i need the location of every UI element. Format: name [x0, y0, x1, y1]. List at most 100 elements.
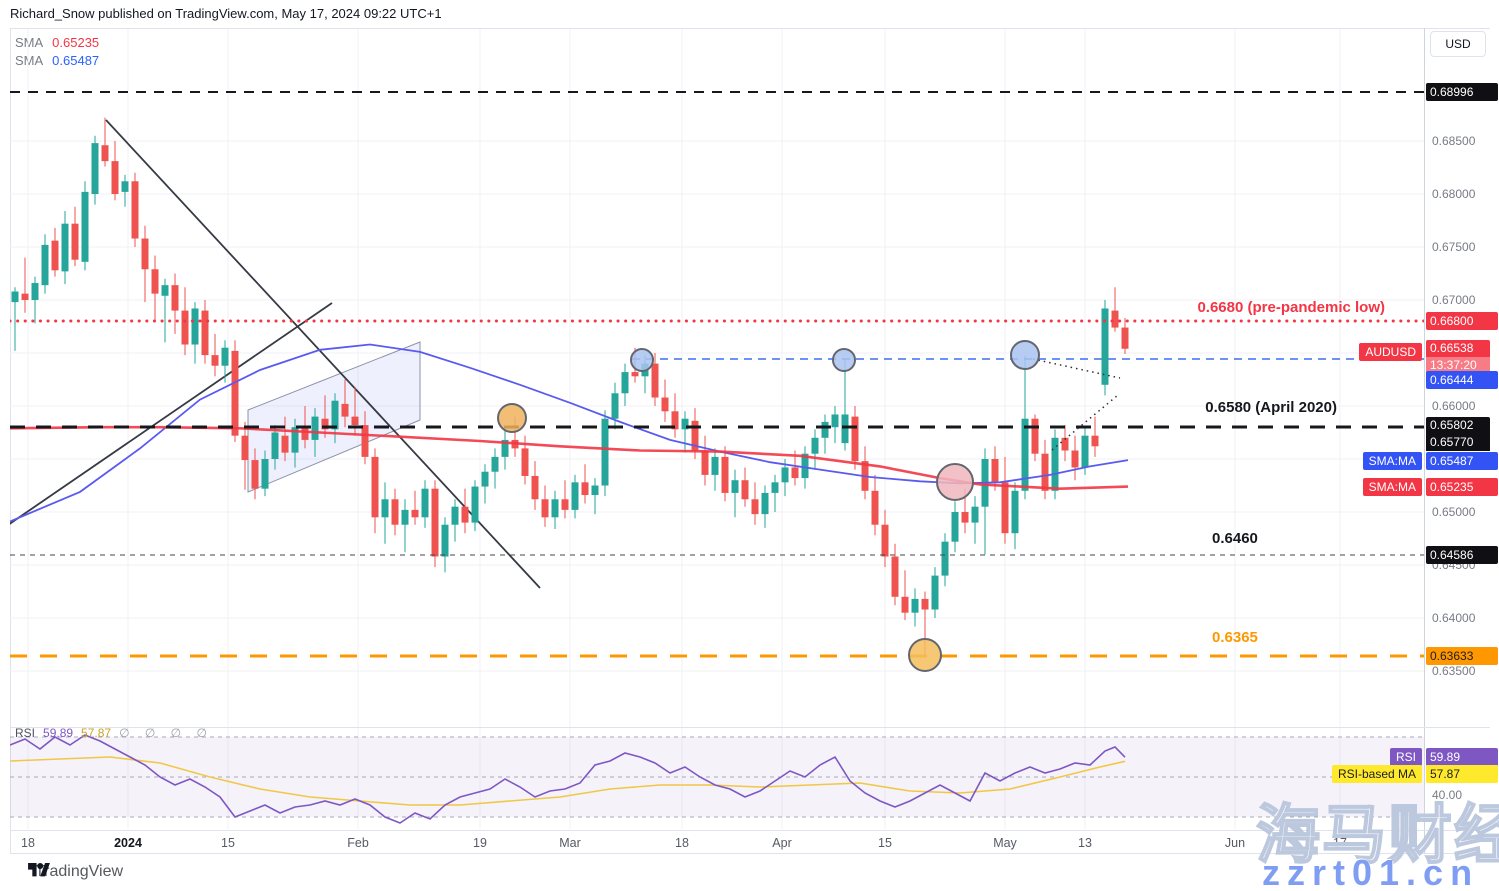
candle-body	[341, 403, 349, 417]
candle	[931, 567, 939, 618]
candle	[581, 464, 589, 504]
candle	[161, 278, 169, 343]
rsi-pane-separator[interactable]	[10, 727, 1490, 728]
candle-body	[161, 285, 169, 296]
candle-body	[191, 308, 199, 345]
ellipse-marker-drawing[interactable]	[1010, 340, 1040, 370]
candle-body	[741, 480, 749, 500]
candle-body	[171, 285, 179, 311]
ellipse-marker-drawing[interactable]	[832, 348, 856, 372]
annotation-april-2020[interactable]: 0.6580 (April 2020)	[1205, 399, 1337, 416]
candle-body	[911, 598, 919, 613]
candle-body	[881, 524, 889, 557]
candle	[591, 478, 599, 515]
candle-body	[891, 556, 899, 597]
rsi-label: RSI	[15, 726, 36, 740]
candle-body	[661, 397, 669, 412]
candle-body	[1071, 450, 1079, 468]
pennant-dotted-line[interactable]	[1032, 358, 1121, 379]
candle	[341, 379, 349, 428]
pane-left-border	[10, 28, 11, 853]
candle	[721, 446, 729, 502]
candle-body	[871, 490, 879, 525]
candle	[731, 469, 739, 518]
candle	[1101, 300, 1109, 396]
candle-body	[1031, 418, 1039, 454]
candle	[211, 333, 219, 377]
candle	[101, 117, 109, 167]
pennant-dotted-line[interactable]	[1051, 394, 1119, 451]
candle-body	[101, 145, 109, 162]
candle	[21, 257, 29, 313]
indicator-legend: SMA 0.65235 SMA 0.65487	[15, 34, 99, 70]
candle-body	[791, 467, 799, 479]
candle	[831, 406, 839, 444]
candle-body	[131, 181, 139, 239]
candle-body	[1111, 310, 1119, 328]
currency-toggle-button[interactable]: USD	[1430, 31, 1486, 57]
ellipse-marker-drawing[interactable]	[497, 403, 527, 433]
candle-body	[601, 418, 609, 486]
candle-body	[1121, 327, 1129, 349]
bottom-border	[10, 853, 1499, 854]
candle	[501, 429, 509, 470]
sma-legend-row-1[interactable]: SMA 0.65235	[15, 34, 99, 51]
price-pane[interactable]	[8, 29, 1424, 727]
candle-body	[851, 416, 859, 462]
candle	[531, 461, 539, 510]
candle-body	[771, 482, 779, 493]
candle-body	[11, 291, 19, 303]
candle-body	[1041, 453, 1049, 491]
annotation-0646[interactable]: 0.6460	[1212, 530, 1258, 547]
candle	[1011, 482, 1019, 550]
candle-body	[531, 475, 539, 500]
candle	[651, 353, 659, 406]
candle-body	[381, 499, 389, 518]
candle-body	[711, 456, 719, 475]
candle-body	[331, 400, 339, 430]
candle-body	[991, 459, 999, 483]
tradingview-attribution[interactable]: TradingView	[28, 863, 123, 881]
candle-body	[91, 143, 99, 194]
candle-body	[391, 499, 399, 525]
candle-body	[721, 456, 729, 493]
rsi-ma-line	[10, 756, 1126, 806]
candle-body	[801, 453, 809, 479]
candle	[571, 474, 579, 519]
candle-body	[831, 414, 839, 428]
candle	[881, 509, 889, 568]
rsi-pane[interactable]	[10, 728, 1424, 829]
candle	[111, 141, 119, 201]
candle	[751, 482, 759, 525]
candle-body	[141, 238, 149, 270]
candle	[321, 395, 329, 438]
candle-body	[401, 509, 409, 525]
candle	[771, 474, 779, 512]
candle	[981, 448, 989, 555]
annotation-pre-pandemic-low[interactable]: 0.6680 (pre-pandemic low)	[1197, 299, 1385, 316]
candle-body	[221, 347, 229, 366]
candle	[1031, 414, 1039, 462]
sma-legend-row-2[interactable]: SMA 0.65487	[15, 52, 99, 69]
candle-body	[591, 485, 599, 496]
ellipse-marker-drawing[interactable]	[936, 463, 974, 501]
candle-body	[631, 372, 639, 377]
time-axis-separator	[10, 830, 1490, 831]
candle-body	[321, 418, 329, 430]
annotation-06365[interactable]: 0.6365	[1212, 629, 1258, 646]
candle-body	[241, 435, 249, 461]
candle	[371, 448, 379, 534]
candle	[431, 480, 439, 568]
candle	[291, 418, 299, 468]
ellipse-marker-drawing[interactable]	[908, 638, 942, 672]
candle-body	[521, 448, 529, 476]
ellipse-marker-drawing[interactable]	[630, 348, 654, 372]
candle	[231, 340, 239, 443]
candle-body	[61, 223, 69, 272]
sma2-label: SMA	[15, 53, 44, 68]
trendline-up[interactable]	[8, 302, 333, 525]
candle	[821, 414, 829, 454]
candle	[81, 181, 89, 271]
sma-fast-line	[10, 425, 1129, 491]
